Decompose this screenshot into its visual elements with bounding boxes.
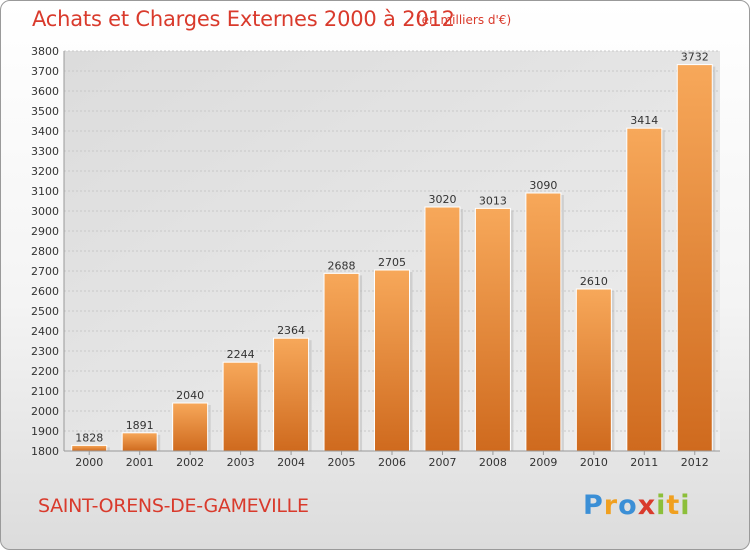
data-label: 2688 [328, 259, 356, 272]
y-tick-label: 3400 [31, 125, 59, 138]
proxiti-logo: Proxiti [583, 490, 691, 521]
y-tick-label: 2200 [31, 365, 59, 378]
chart-subtitle: (en milliers d'€) [417, 13, 512, 27]
x-tick-label: 2009 [529, 456, 557, 469]
x-tick-label: 2005 [328, 456, 356, 469]
data-label: 2364 [277, 324, 305, 337]
y-tick-label: 2700 [31, 265, 59, 278]
y-tick-label: 2800 [31, 245, 59, 258]
bar [121, 432, 158, 452]
bar [474, 207, 511, 452]
bar [626, 127, 663, 452]
y-tick-label: 3300 [31, 145, 59, 158]
y-tick-label: 3800 [31, 45, 59, 58]
y-tick-label: 2300 [31, 345, 59, 358]
x-tick-label: 2008 [479, 456, 507, 469]
bar [273, 337, 310, 452]
bar [172, 402, 209, 452]
x-tick-label: 2001 [126, 456, 154, 469]
logo-letter: i [680, 490, 691, 521]
logo-letter: t [666, 490, 681, 521]
data-label: 2040 [176, 389, 204, 402]
y-tick-label: 3500 [31, 105, 59, 118]
x-tick-label: 2006 [378, 456, 406, 469]
data-label: 1891 [126, 419, 154, 432]
bar [676, 64, 713, 452]
x-tick-label: 2007 [428, 456, 456, 469]
y-tick-label: 2100 [31, 385, 59, 398]
logo-letter: i [656, 490, 667, 521]
x-tick-label: 2003 [227, 456, 255, 469]
data-label: 3013 [479, 194, 507, 207]
commune-name: SAINT-ORENS-DE-GAMEVILLE [38, 495, 309, 517]
x-tick-label: 2010 [580, 456, 608, 469]
y-tick-label: 2000 [31, 405, 59, 418]
y-tick-label: 1800 [31, 445, 59, 458]
bar [71, 444, 108, 452]
logo-letter: x [637, 490, 657, 521]
y-tick-label: 2900 [31, 225, 59, 238]
x-tick-label: 2012 [681, 456, 709, 469]
data-label: 3732 [681, 51, 709, 64]
data-label: 3020 [428, 193, 456, 206]
data-label: 2705 [378, 256, 406, 269]
x-tick-label: 2004 [277, 456, 305, 469]
y-tick-label: 3000 [31, 205, 59, 218]
bar [525, 192, 562, 452]
x-tick-label: 2000 [75, 456, 103, 469]
y-tick-label: 3100 [31, 185, 59, 198]
y-tick-label: 3700 [31, 65, 59, 78]
x-tick-label: 2002 [176, 456, 204, 469]
chart-title: Achats et Charges Externes 2000 à 2012 [32, 7, 455, 31]
y-tick-label: 1900 [31, 425, 59, 438]
bar [575, 288, 612, 452]
logo-letter: P [583, 490, 604, 521]
bar [424, 206, 461, 452]
bar [374, 269, 410, 452]
x-tick-label: 2011 [630, 456, 658, 469]
data-label: 3414 [630, 114, 658, 127]
data-label: 3090 [529, 179, 557, 192]
logo-letter: o [618, 490, 638, 521]
y-tick-label: 3600 [31, 85, 59, 98]
data-label: 1828 [75, 431, 103, 444]
logo-letter: r [603, 490, 619, 521]
bar [323, 272, 360, 452]
y-tick-label: 2600 [31, 285, 59, 298]
y-tick-label: 2500 [31, 305, 59, 318]
data-label: 2244 [227, 348, 255, 361]
data-label: 2610 [580, 275, 608, 288]
bar [222, 361, 259, 452]
y-tick-label: 3200 [31, 165, 59, 178]
y-tick-label: 2400 [31, 325, 59, 338]
